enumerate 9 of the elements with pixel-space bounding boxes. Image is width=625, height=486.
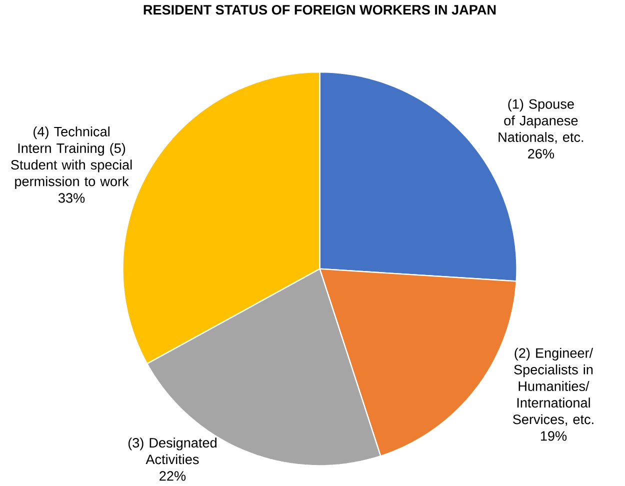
slice-label: (3) Designated Activities bbox=[128, 438, 216, 464]
slice-label: (1) Spouse of Japanese Nationals, etc. bbox=[498, 98, 584, 144]
data-label: 19% bbox=[540, 431, 567, 441]
data-label: 33% bbox=[58, 193, 85, 203]
data-label: 22% bbox=[160, 471, 186, 481]
data-label: 26% bbox=[528, 149, 554, 159]
slice-label: (4) Technical Intern Training (5) Student with special permission to work bbox=[11, 126, 132, 190]
chart-title: RESIDENT STATUS OF FOREIGN WORKERS IN JAPAN bbox=[144, 5, 496, 15]
slice-label: (2) Engineer/ Specialists in Humanities/ International Services, etc. bbox=[513, 348, 594, 426]
